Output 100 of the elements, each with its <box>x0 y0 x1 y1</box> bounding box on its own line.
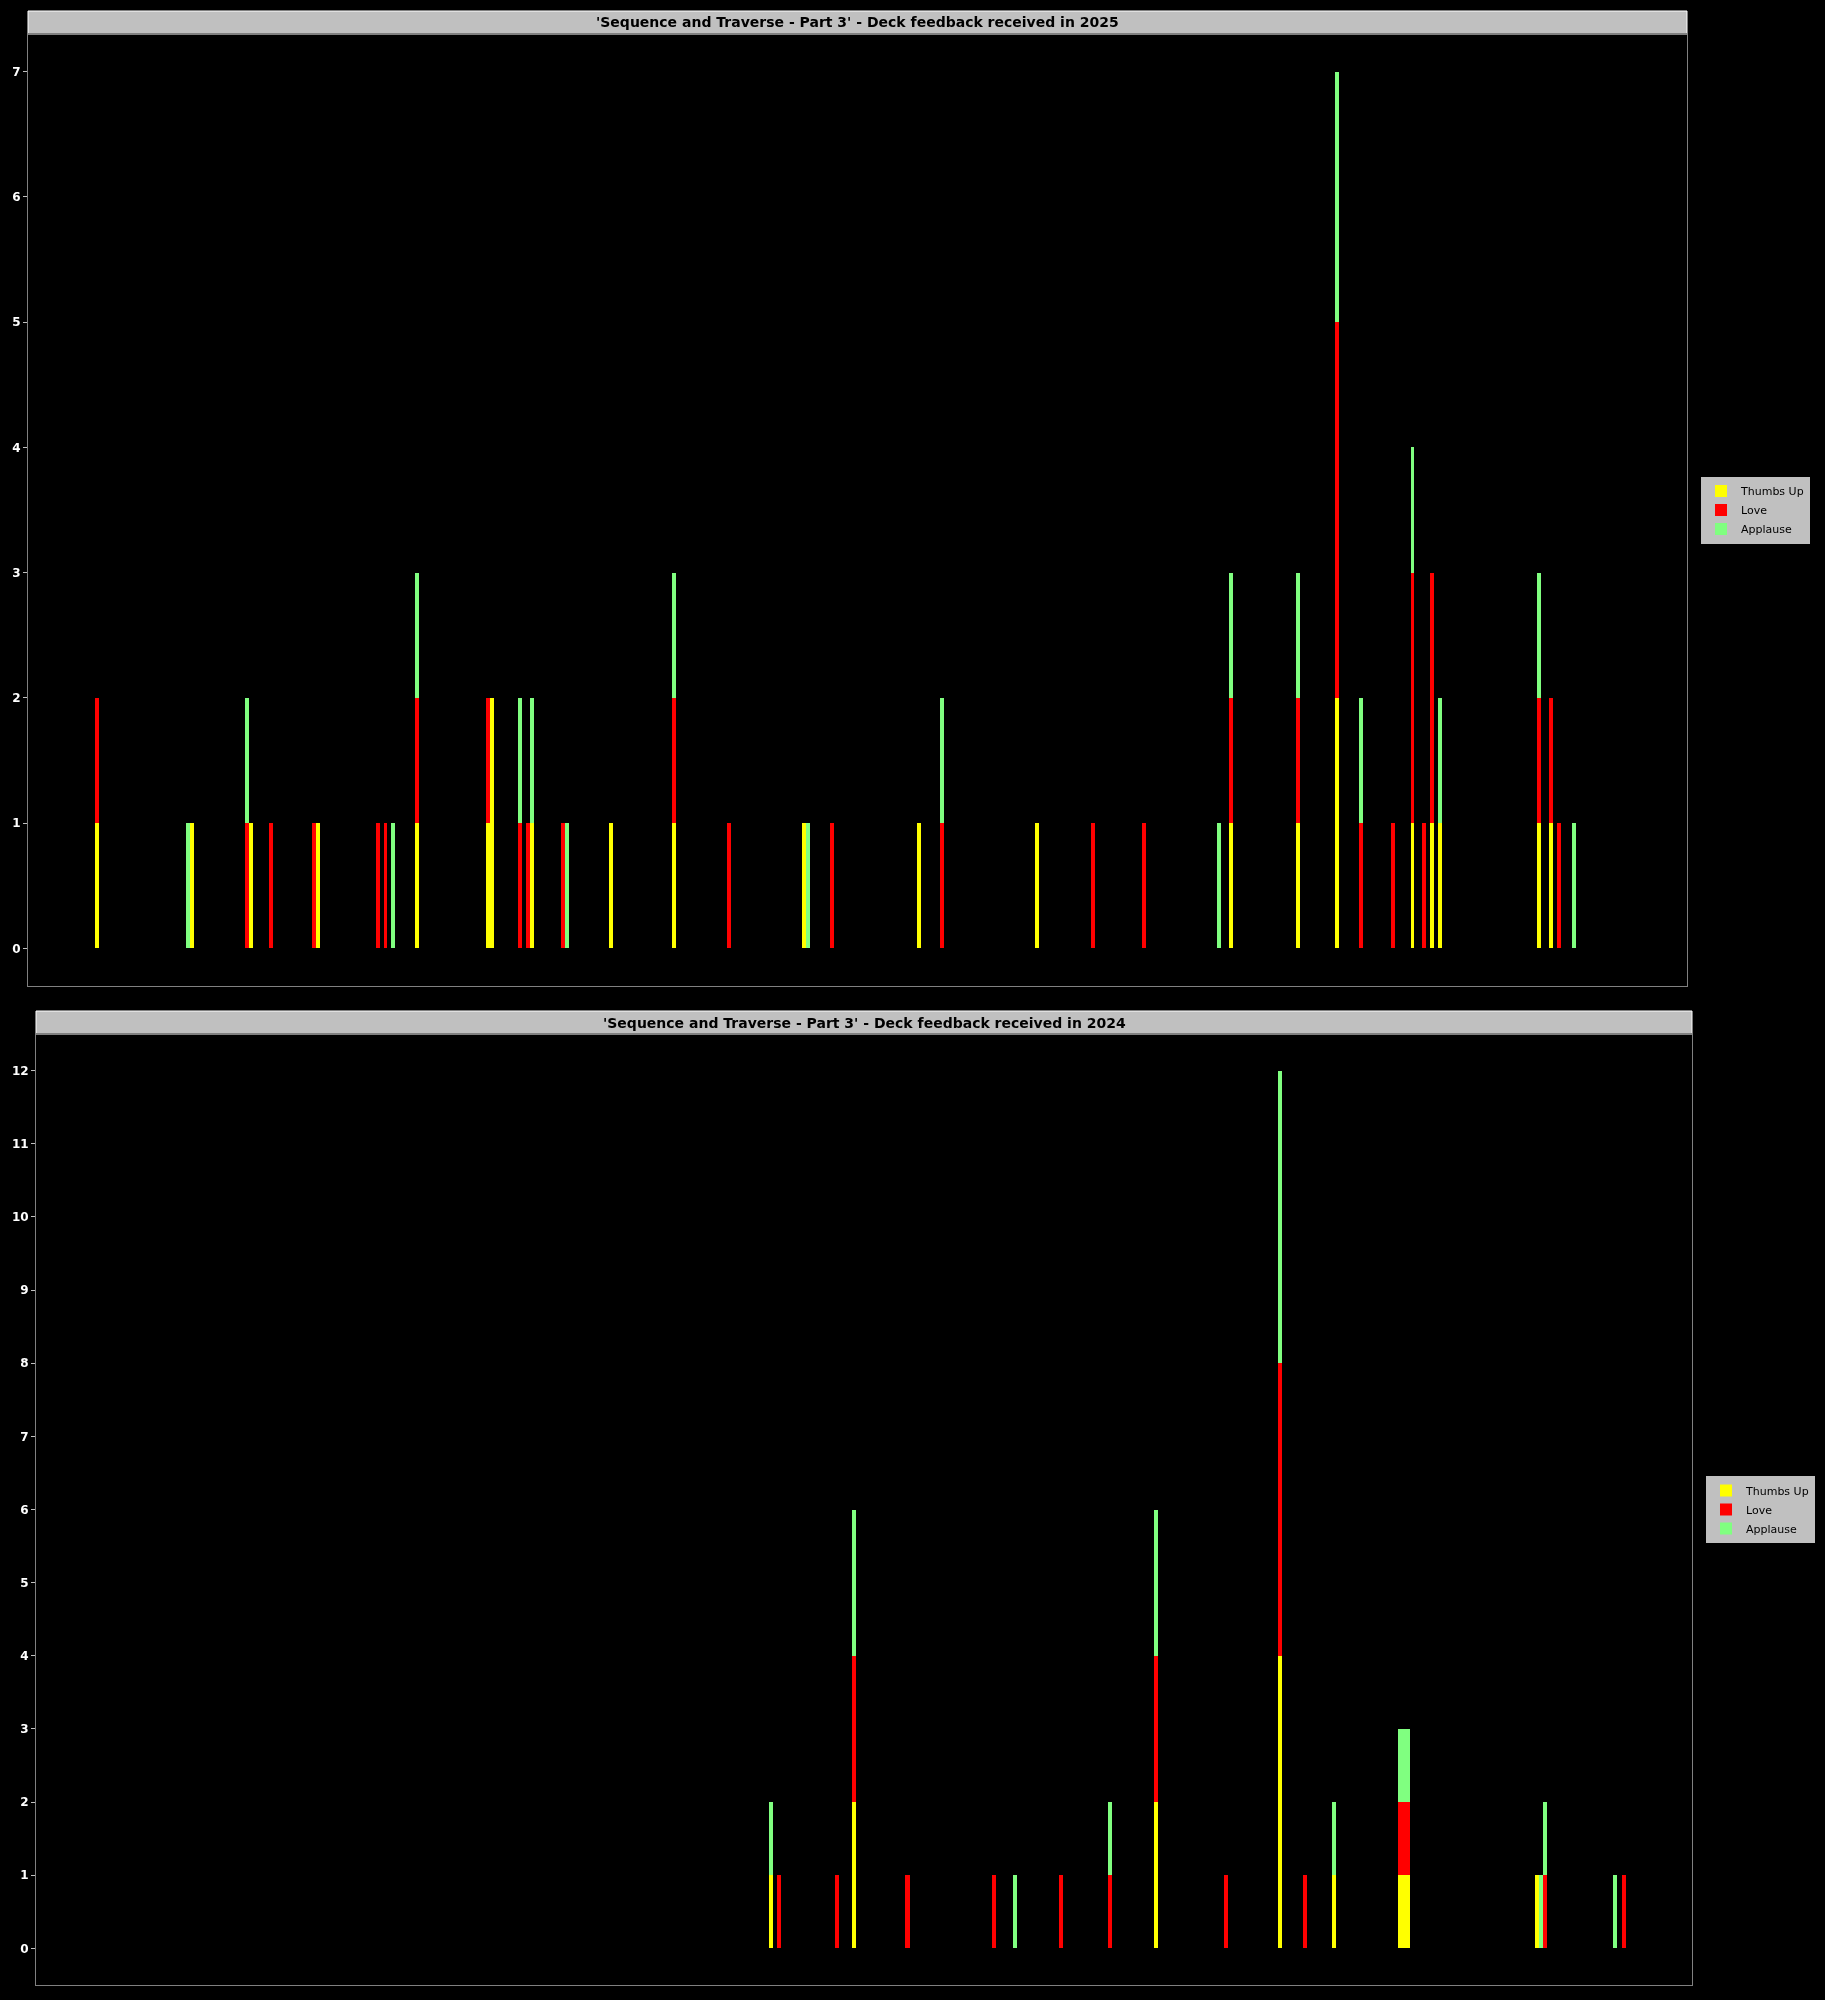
bar <box>1296 698 1300 823</box>
bar <box>186 823 190 948</box>
bar <box>830 823 834 948</box>
bar <box>1296 573 1300 698</box>
y-tick-label: 2 <box>20 1795 29 1810</box>
y-tick-label: 1 <box>20 1868 29 1883</box>
bar <box>917 823 921 948</box>
bar <box>1557 823 1561 948</box>
bar <box>992 1875 996 1948</box>
bar <box>1406 1729 1410 1802</box>
bar <box>415 698 419 823</box>
bar <box>1535 1875 1539 1948</box>
bar <box>1411 447 1414 573</box>
bar <box>415 823 419 948</box>
bar <box>1035 823 1039 948</box>
bar <box>518 698 522 823</box>
bar <box>1537 823 1541 948</box>
legend-label: Love <box>1746 1503 1773 1517</box>
bar <box>490 698 494 948</box>
legend-label: Applause <box>1741 523 1792 537</box>
bar <box>1013 1875 1017 1948</box>
bar <box>312 823 316 948</box>
bar <box>1142 823 1146 948</box>
bar <box>940 823 944 948</box>
legend-label: Thumbs Up <box>1745 1484 1809 1498</box>
bar <box>769 1875 773 1948</box>
legend-label: Love <box>1741 504 1768 518</box>
bar <box>777 1875 781 1948</box>
bar <box>852 1656 856 1802</box>
bar <box>1411 823 1414 948</box>
bar <box>526 823 530 948</box>
bar <box>1622 1875 1626 1948</box>
bar <box>565 823 569 948</box>
bar <box>376 823 380 948</box>
bar <box>1406 1875 1410 1948</box>
bar <box>1332 1802 1336 1875</box>
bar <box>1438 823 1442 948</box>
bar <box>1303 1875 1307 1948</box>
y-tick-label: 5 <box>20 1575 29 1590</box>
bar <box>769 1802 773 1875</box>
y-tick-label: 12 <box>11 1063 29 1078</box>
bar <box>1398 1729 1402 1802</box>
bar <box>940 698 944 823</box>
legend-label: Applause <box>1746 1522 1797 1536</box>
bar <box>530 698 534 823</box>
bar <box>1335 72 1339 322</box>
bar <box>95 823 99 948</box>
y-tick-label: 2 <box>12 691 21 706</box>
y-tick-label: 0 <box>20 1941 29 1956</box>
bar <box>190 823 194 948</box>
y-tick-label: 7 <box>12 64 21 79</box>
chart-title: 'Sequence and Traverse - Part 3' - Deck feedback received in 2024 <box>603 1015 1126 1031</box>
bar <box>1278 1656 1282 1948</box>
bar <box>245 698 249 823</box>
bar <box>486 698 490 823</box>
bar <box>1422 823 1426 948</box>
bar <box>1549 823 1553 948</box>
bar <box>1278 1363 1282 1656</box>
bar <box>249 823 253 948</box>
bar <box>530 823 534 948</box>
y-tick-label: 3 <box>12 565 21 580</box>
bar <box>1335 322 1339 698</box>
y-tick-label: 5 <box>12 315 21 330</box>
bar <box>1398 1802 1402 1875</box>
bar <box>1438 698 1442 823</box>
chart-title: 'Sequence and Traverse - Part 3' - Deck feedback received in 2025 <box>596 14 1119 30</box>
bar <box>802 823 806 948</box>
y-tick-label: 1 <box>12 816 21 831</box>
bar <box>269 823 273 948</box>
y-tick-label: 4 <box>20 1649 29 1664</box>
bar <box>1549 698 1553 823</box>
bar <box>1217 823 1221 948</box>
bar <box>1543 1802 1547 1875</box>
bar <box>1091 823 1095 948</box>
y-tick-label: 0 <box>12 941 21 956</box>
bar <box>1154 1656 1158 1802</box>
bar <box>245 823 249 948</box>
bar <box>1154 1510 1158 1656</box>
bar <box>1229 698 1233 823</box>
y-tick-label: 4 <box>12 440 21 455</box>
y-tick-label: 10 <box>11 1210 29 1225</box>
bar <box>1359 823 1363 948</box>
bar <box>1359 698 1363 823</box>
bar <box>727 823 731 948</box>
y-tick-label: 6 <box>12 190 21 205</box>
bar <box>1296 823 1300 948</box>
y-tick-label: 6 <box>20 1502 29 1517</box>
bar <box>1406 1802 1410 1875</box>
bar <box>1108 1802 1112 1875</box>
y-tick-label: 7 <box>20 1429 29 1444</box>
bar <box>1430 573 1434 823</box>
y-tick-label: 3 <box>20 1722 29 1737</box>
y-tick-label: 11 <box>11 1136 29 1151</box>
bar <box>1430 823 1434 948</box>
y-tick-label: 8 <box>20 1356 29 1371</box>
bar <box>391 823 395 948</box>
bar <box>561 823 565 948</box>
bar <box>1391 823 1395 948</box>
bar <box>835 1875 839 1948</box>
bar <box>415 573 419 698</box>
